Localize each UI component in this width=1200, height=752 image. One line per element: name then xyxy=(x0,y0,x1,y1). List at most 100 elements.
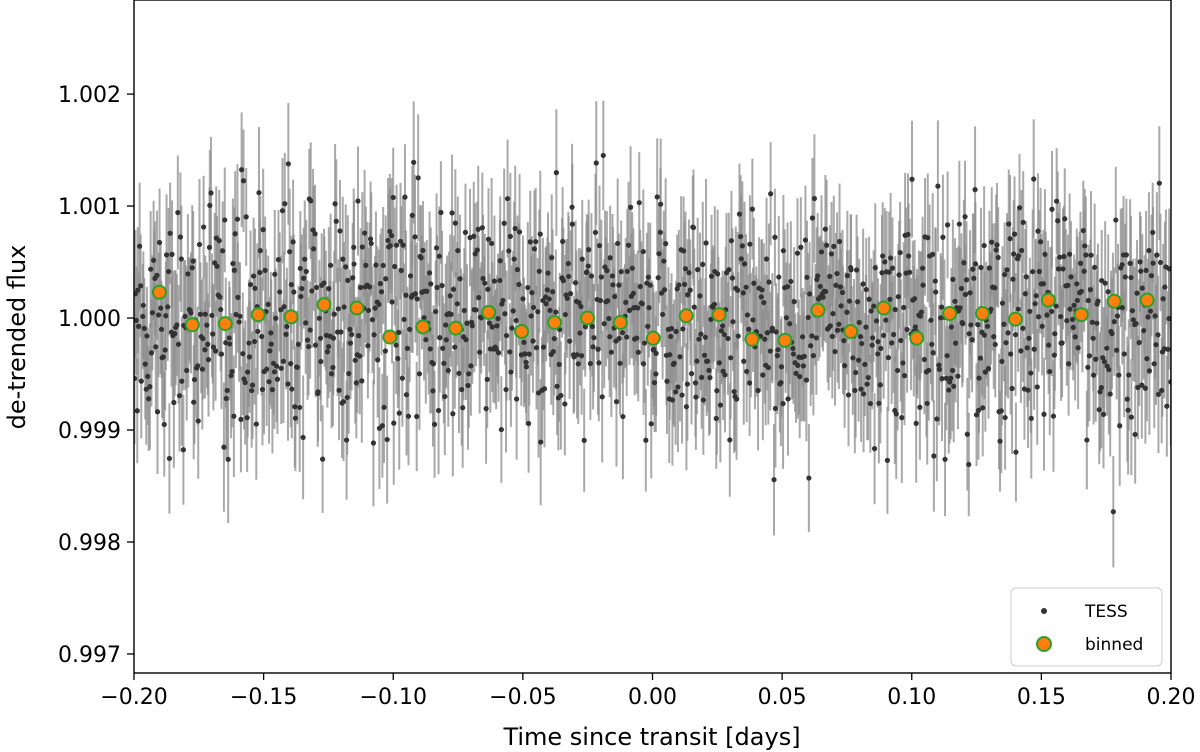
tess-point xyxy=(522,351,528,357)
tess-point xyxy=(808,343,814,349)
tess-point xyxy=(214,263,220,269)
tess-point xyxy=(166,455,173,462)
tess-point xyxy=(871,446,878,452)
tess-point xyxy=(719,323,726,329)
tess-point xyxy=(341,304,347,310)
legend-label-binned: binned xyxy=(1085,635,1143,655)
tess-point xyxy=(208,190,214,196)
tess-point xyxy=(658,290,665,296)
tess-point xyxy=(699,374,705,381)
tess-point xyxy=(389,299,395,305)
tess-point xyxy=(285,381,291,387)
tess-point xyxy=(357,284,364,291)
tess-point xyxy=(216,238,222,244)
tess-point xyxy=(436,253,442,259)
tess-point xyxy=(1077,260,1084,266)
tess-point xyxy=(1008,351,1014,357)
tess-point xyxy=(400,242,406,248)
tess-point xyxy=(324,349,330,355)
tess-point xyxy=(1028,415,1034,421)
tess-point xyxy=(1012,332,1019,338)
tess-point xyxy=(1004,267,1010,273)
tess-point xyxy=(935,183,941,189)
tess-point xyxy=(233,311,239,318)
tess-point xyxy=(567,291,574,297)
tess-point xyxy=(155,312,162,318)
tess-point xyxy=(407,273,414,279)
tess-point xyxy=(1150,260,1156,266)
tess-point xyxy=(562,401,568,407)
tess-point xyxy=(698,331,704,337)
tess-point xyxy=(1010,276,1016,282)
tess-point xyxy=(872,265,878,271)
tess-point xyxy=(615,240,621,247)
tess-point xyxy=(1019,247,1025,254)
tess-point xyxy=(738,233,744,240)
tess-point xyxy=(388,233,395,239)
tess-point xyxy=(1126,372,1132,378)
binned-point xyxy=(481,304,497,320)
tess-point xyxy=(1164,403,1170,409)
tess-point xyxy=(917,404,923,410)
tess-point xyxy=(955,373,961,379)
tess-point xyxy=(365,343,371,349)
tess-point xyxy=(1138,268,1144,274)
tess-point xyxy=(966,331,972,337)
tess-point xyxy=(860,281,866,287)
tess-point xyxy=(271,369,278,375)
tess-point xyxy=(349,331,355,338)
tess-point xyxy=(609,273,616,279)
tess-point xyxy=(494,323,500,329)
tess-point xyxy=(372,305,378,311)
tess-point xyxy=(1132,431,1138,438)
tess-point xyxy=(553,309,559,315)
tess-point xyxy=(591,335,597,341)
tess-point xyxy=(462,229,469,236)
binned-point xyxy=(645,330,661,346)
tess-point xyxy=(1096,407,1102,413)
tess-point xyxy=(1144,356,1150,362)
tess-point xyxy=(1011,251,1017,257)
tess-point xyxy=(931,453,937,459)
tess-point xyxy=(204,322,210,328)
tess-point xyxy=(365,307,372,314)
tess-point xyxy=(380,262,386,269)
tess-point xyxy=(469,323,475,329)
tess-point xyxy=(438,209,444,216)
tess-point xyxy=(793,370,799,376)
tess-point xyxy=(889,265,896,271)
tess-point xyxy=(697,293,703,299)
tess-point xyxy=(452,344,458,350)
tess-point xyxy=(607,334,613,340)
x-tick-label: 0.15 xyxy=(1017,685,1066,710)
tess-point xyxy=(1155,391,1162,398)
tess-point xyxy=(595,346,601,352)
tess-point xyxy=(1130,317,1136,323)
tess-point xyxy=(503,332,510,339)
tess-point xyxy=(726,267,732,273)
x-tick-label: −0.05 xyxy=(489,685,556,710)
tess-point xyxy=(403,292,409,298)
tess-point xyxy=(1046,342,1052,348)
tess-point xyxy=(637,283,643,290)
tess-point xyxy=(701,352,708,358)
tess-point xyxy=(495,316,501,322)
tess-point xyxy=(1072,334,1078,340)
tess-point xyxy=(1129,308,1136,314)
tess-point xyxy=(578,303,584,310)
tess-point xyxy=(135,323,142,329)
tess-point xyxy=(867,400,873,407)
tess-point xyxy=(844,273,850,279)
tess-point xyxy=(507,349,513,355)
tess-point xyxy=(230,260,236,267)
tess-point xyxy=(350,275,356,281)
tess-point xyxy=(924,400,930,407)
tess-point xyxy=(533,345,540,351)
tess-point xyxy=(700,261,706,268)
tess-point xyxy=(450,286,457,292)
x-tick-label: 0.20 xyxy=(1147,685,1196,710)
tess-point xyxy=(949,367,956,374)
tess-point xyxy=(291,289,297,295)
tess-point xyxy=(634,335,640,341)
